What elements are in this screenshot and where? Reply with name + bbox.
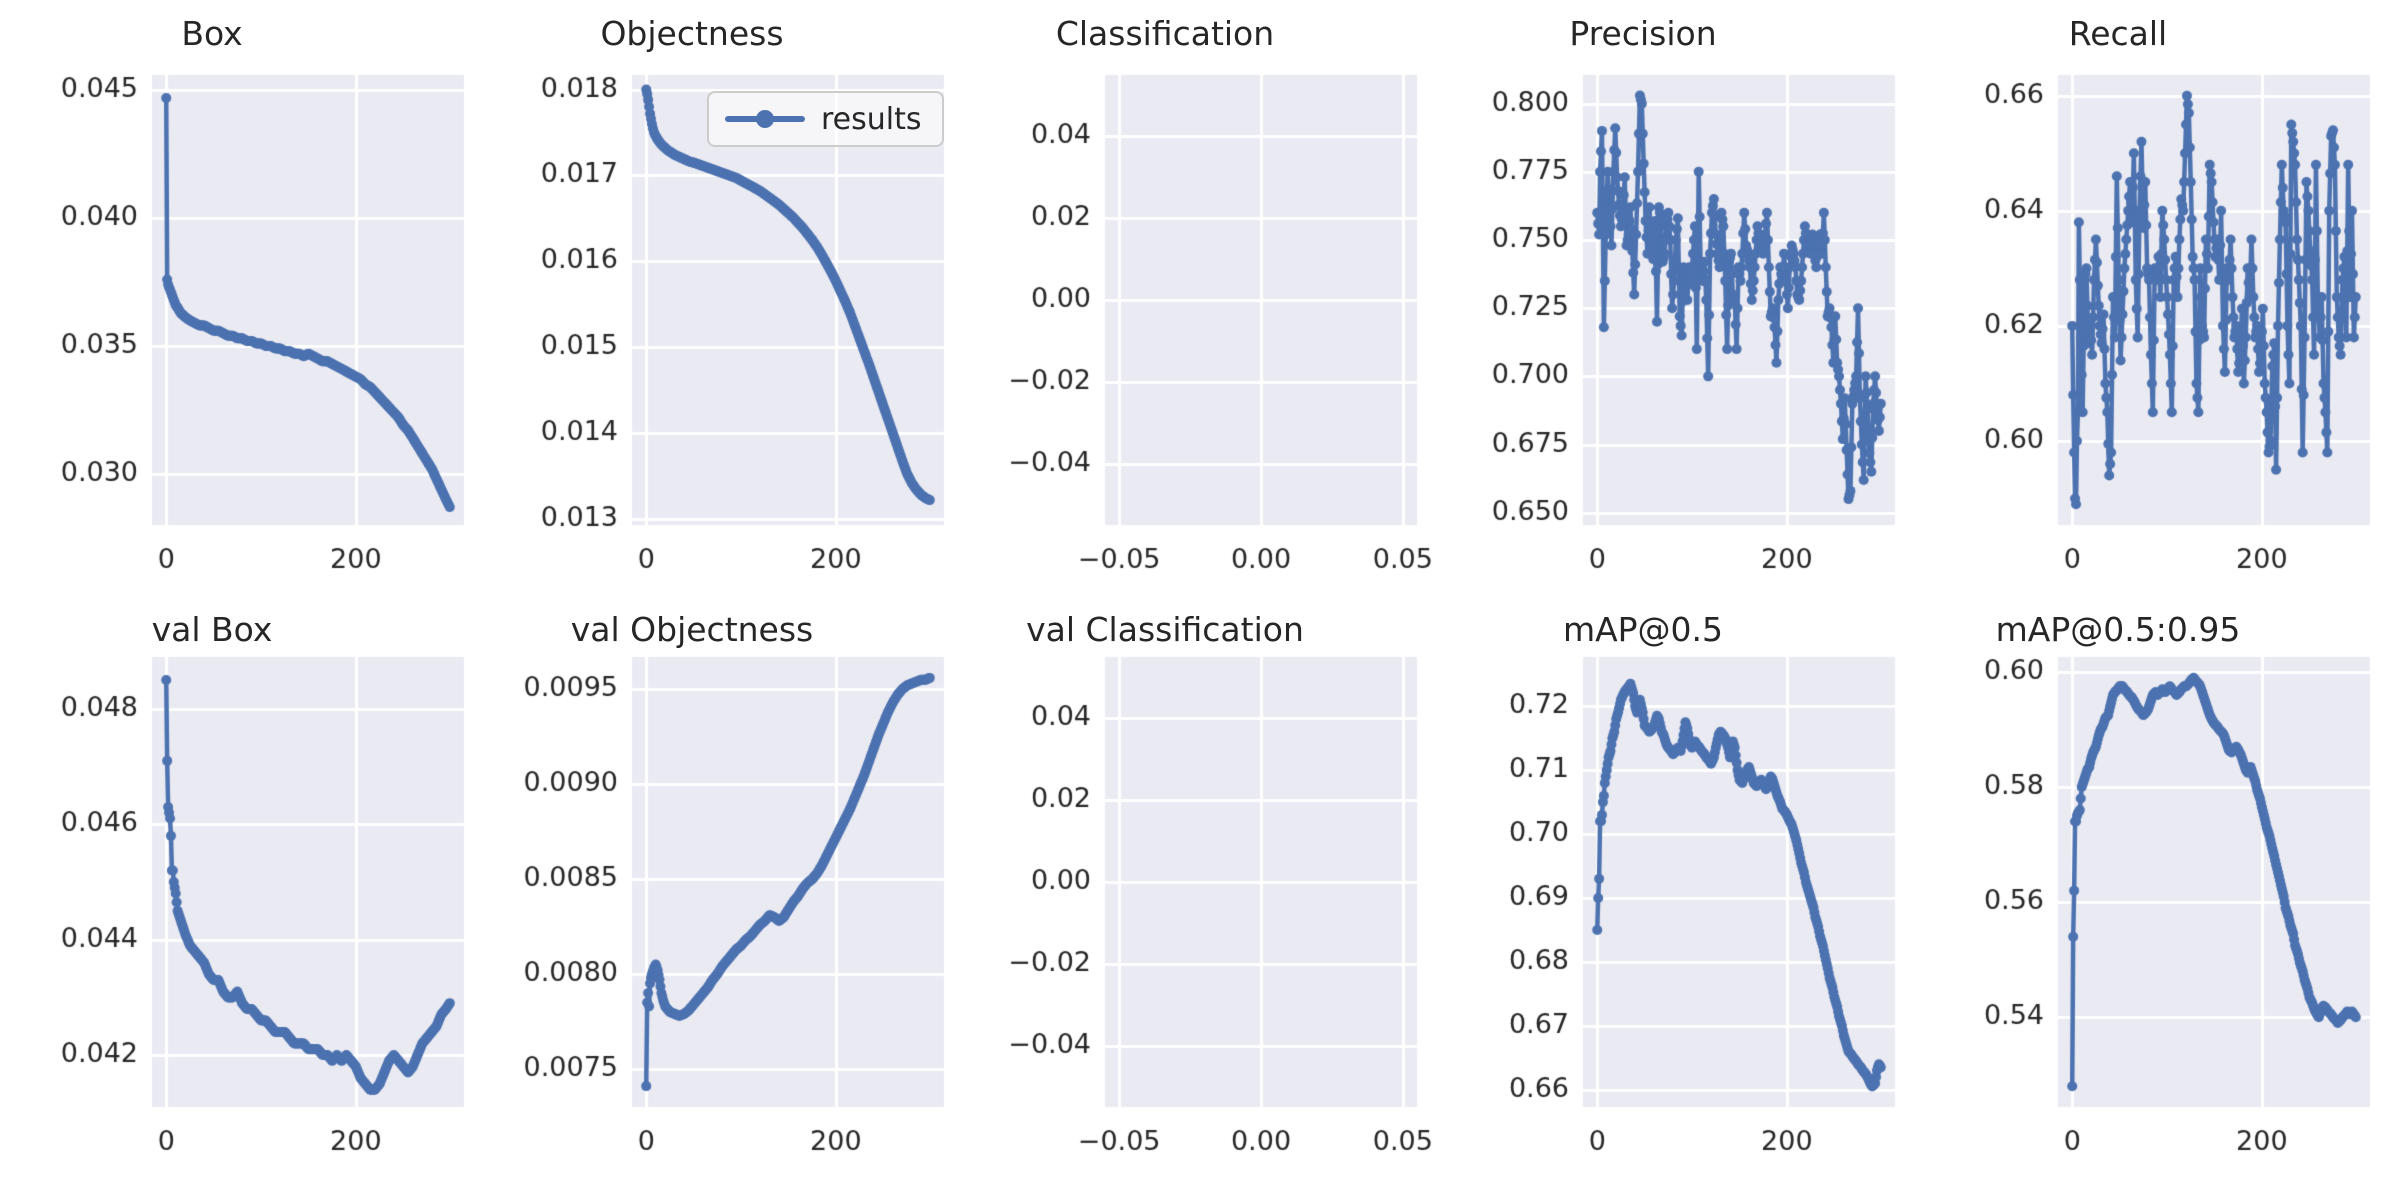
map50-95-plot-canvas: [1920, 600, 2400, 1200]
legend-label: results: [821, 101, 922, 137]
subplot-val-box: val Box: [0, 600, 480, 1200]
classification-plot-canvas: [960, 0, 1440, 600]
subplot-precision: Precision: [1440, 0, 1920, 600]
val-classification-plot-canvas: [960, 600, 1440, 1200]
legend-line-marker-icon: [725, 110, 805, 128]
map50-plot-canvas: [1440, 600, 1920, 1200]
subplot-objectness: Objectness results: [480, 0, 960, 600]
box-plot-canvas: [0, 0, 480, 600]
val-objectness-plot-canvas: [480, 600, 960, 1200]
precision-plot-canvas: [1440, 0, 1920, 600]
recall-plot-canvas: [1920, 0, 2400, 600]
legend: results: [707, 91, 944, 147]
subplot-box: Box: [0, 0, 480, 600]
subplot-val-classification: val Classification: [960, 600, 1440, 1200]
objectness-plot-canvas: [480, 0, 960, 600]
subplot-recall: Recall: [1920, 0, 2400, 600]
subplot-map50: mAP@0.5: [1440, 600, 1920, 1200]
subplot-map50-95: mAP@0.5:0.95: [1920, 600, 2400, 1200]
subplot-classification: Classification: [960, 0, 1440, 600]
subplot-val-objectness: val Objectness: [480, 600, 960, 1200]
val-box-plot-canvas: [0, 600, 480, 1200]
